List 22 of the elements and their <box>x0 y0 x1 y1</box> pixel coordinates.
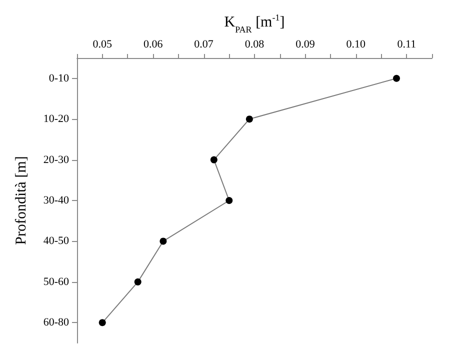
y-tick-label: 20-30 <box>43 154 70 166</box>
x-tick-label: 0.08 <box>244 38 265 50</box>
y-axis-title: Profondità [m] <box>14 156 30 245</box>
y-tick-label: 30-40 <box>43 194 70 206</box>
y-tick-label: 50-60 <box>43 276 70 288</box>
point <box>246 116 253 123</box>
point <box>160 238 167 245</box>
point <box>210 156 218 164</box>
y-tick-label: 60-80 <box>43 316 70 329</box>
point <box>98 319 106 326</box>
x-tick-label: 0.11 <box>397 38 416 50</box>
point <box>226 197 233 204</box>
y-tick-label: 40-50 <box>43 235 70 248</box>
x-tick-label: 0.09 <box>296 38 316 50</box>
x-tick-label: 0.06 <box>143 38 164 50</box>
y-tick-label: 0-10 <box>48 72 70 84</box>
x-tick-label: 0.05 <box>92 38 112 50</box>
x-tick-label: 0.07 <box>194 38 214 50</box>
point <box>134 278 142 286</box>
y-tick-label: 10-20 <box>43 113 70 126</box>
x-tick-label: 0.10 <box>346 38 366 50</box>
point <box>393 74 400 82</box>
